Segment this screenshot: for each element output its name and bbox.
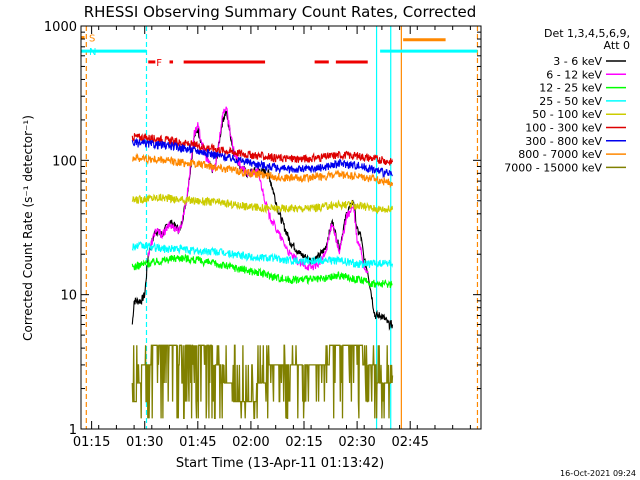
y-axis-label: Corrected Count Rate (s⁻¹ detector⁻¹) (21, 115, 35, 341)
axes: 01:15 01:30 01:45 02:00 02:15 02:30 02:45 1 10 10… (44, 20, 481, 450)
footer-timestamp: 16-Oct-2021 09:24 (560, 469, 636, 478)
series-line-25-50-kev (131, 241, 394, 269)
legend-entry-label: 25 - 50 keV (539, 95, 602, 108)
x-tick-label: 01:45 (179, 435, 216, 450)
legend-header: Att 0 (604, 39, 630, 52)
series-line-6-12-kev (147, 106, 369, 274)
y-tick-label: 1000 (44, 20, 77, 35)
status-bar-label: F (156, 58, 162, 69)
series-line-3-6-kev (131, 110, 394, 331)
series-line-800-7000-kev (132, 152, 394, 189)
legend-header: Det 1,3,4,5,6,9, (544, 27, 630, 40)
legend-entry-label: 6 - 12 keV (546, 68, 602, 81)
y-tick-label: 10 (60, 289, 77, 304)
legend-entry-label: 50 - 100 keV (532, 108, 602, 121)
legend-entry-label: 12 - 25 keV (539, 82, 602, 95)
plot-area: SN F (81, 26, 479, 429)
x-axis-label: Start Time (13-Apr-11 01:13:42) (176, 456, 384, 471)
x-tick-label: 02:00 (232, 435, 269, 450)
x-tick-label: 01:15 (73, 435, 110, 450)
status-bar-label: S (89, 34, 95, 45)
legend-entry-label: 7000 - 15000 keV (504, 161, 602, 174)
series-line-12-25-kev (131, 253, 393, 289)
series-line-7000-15000-kev (131, 344, 394, 420)
y-tick-label: 1 (69, 423, 77, 438)
legend-entry-label: 800 - 7000 keV (518, 148, 602, 161)
x-tick-label: 01:30 (126, 435, 163, 450)
y-tick-label: 100 (52, 154, 77, 169)
legend-entry-label: 3 - 6 keV (553, 55, 602, 68)
x-tick-label: 02:15 (285, 435, 322, 450)
plot-frame (80, 25, 482, 430)
chart-title: RHESSI Observing Summary Count Rates, Co… (84, 3, 477, 21)
status-bar-label: N (89, 47, 96, 58)
series-line-300-800-kev (131, 137, 393, 179)
legend-entry-label: 300 - 800 keV (525, 135, 602, 148)
x-tick-label: 02:30 (338, 435, 375, 450)
legend-entry-label: 100 - 300 keV (525, 122, 602, 135)
x-tick-label: 02:45 (391, 435, 428, 450)
series-line-50-100-kev (131, 193, 394, 215)
